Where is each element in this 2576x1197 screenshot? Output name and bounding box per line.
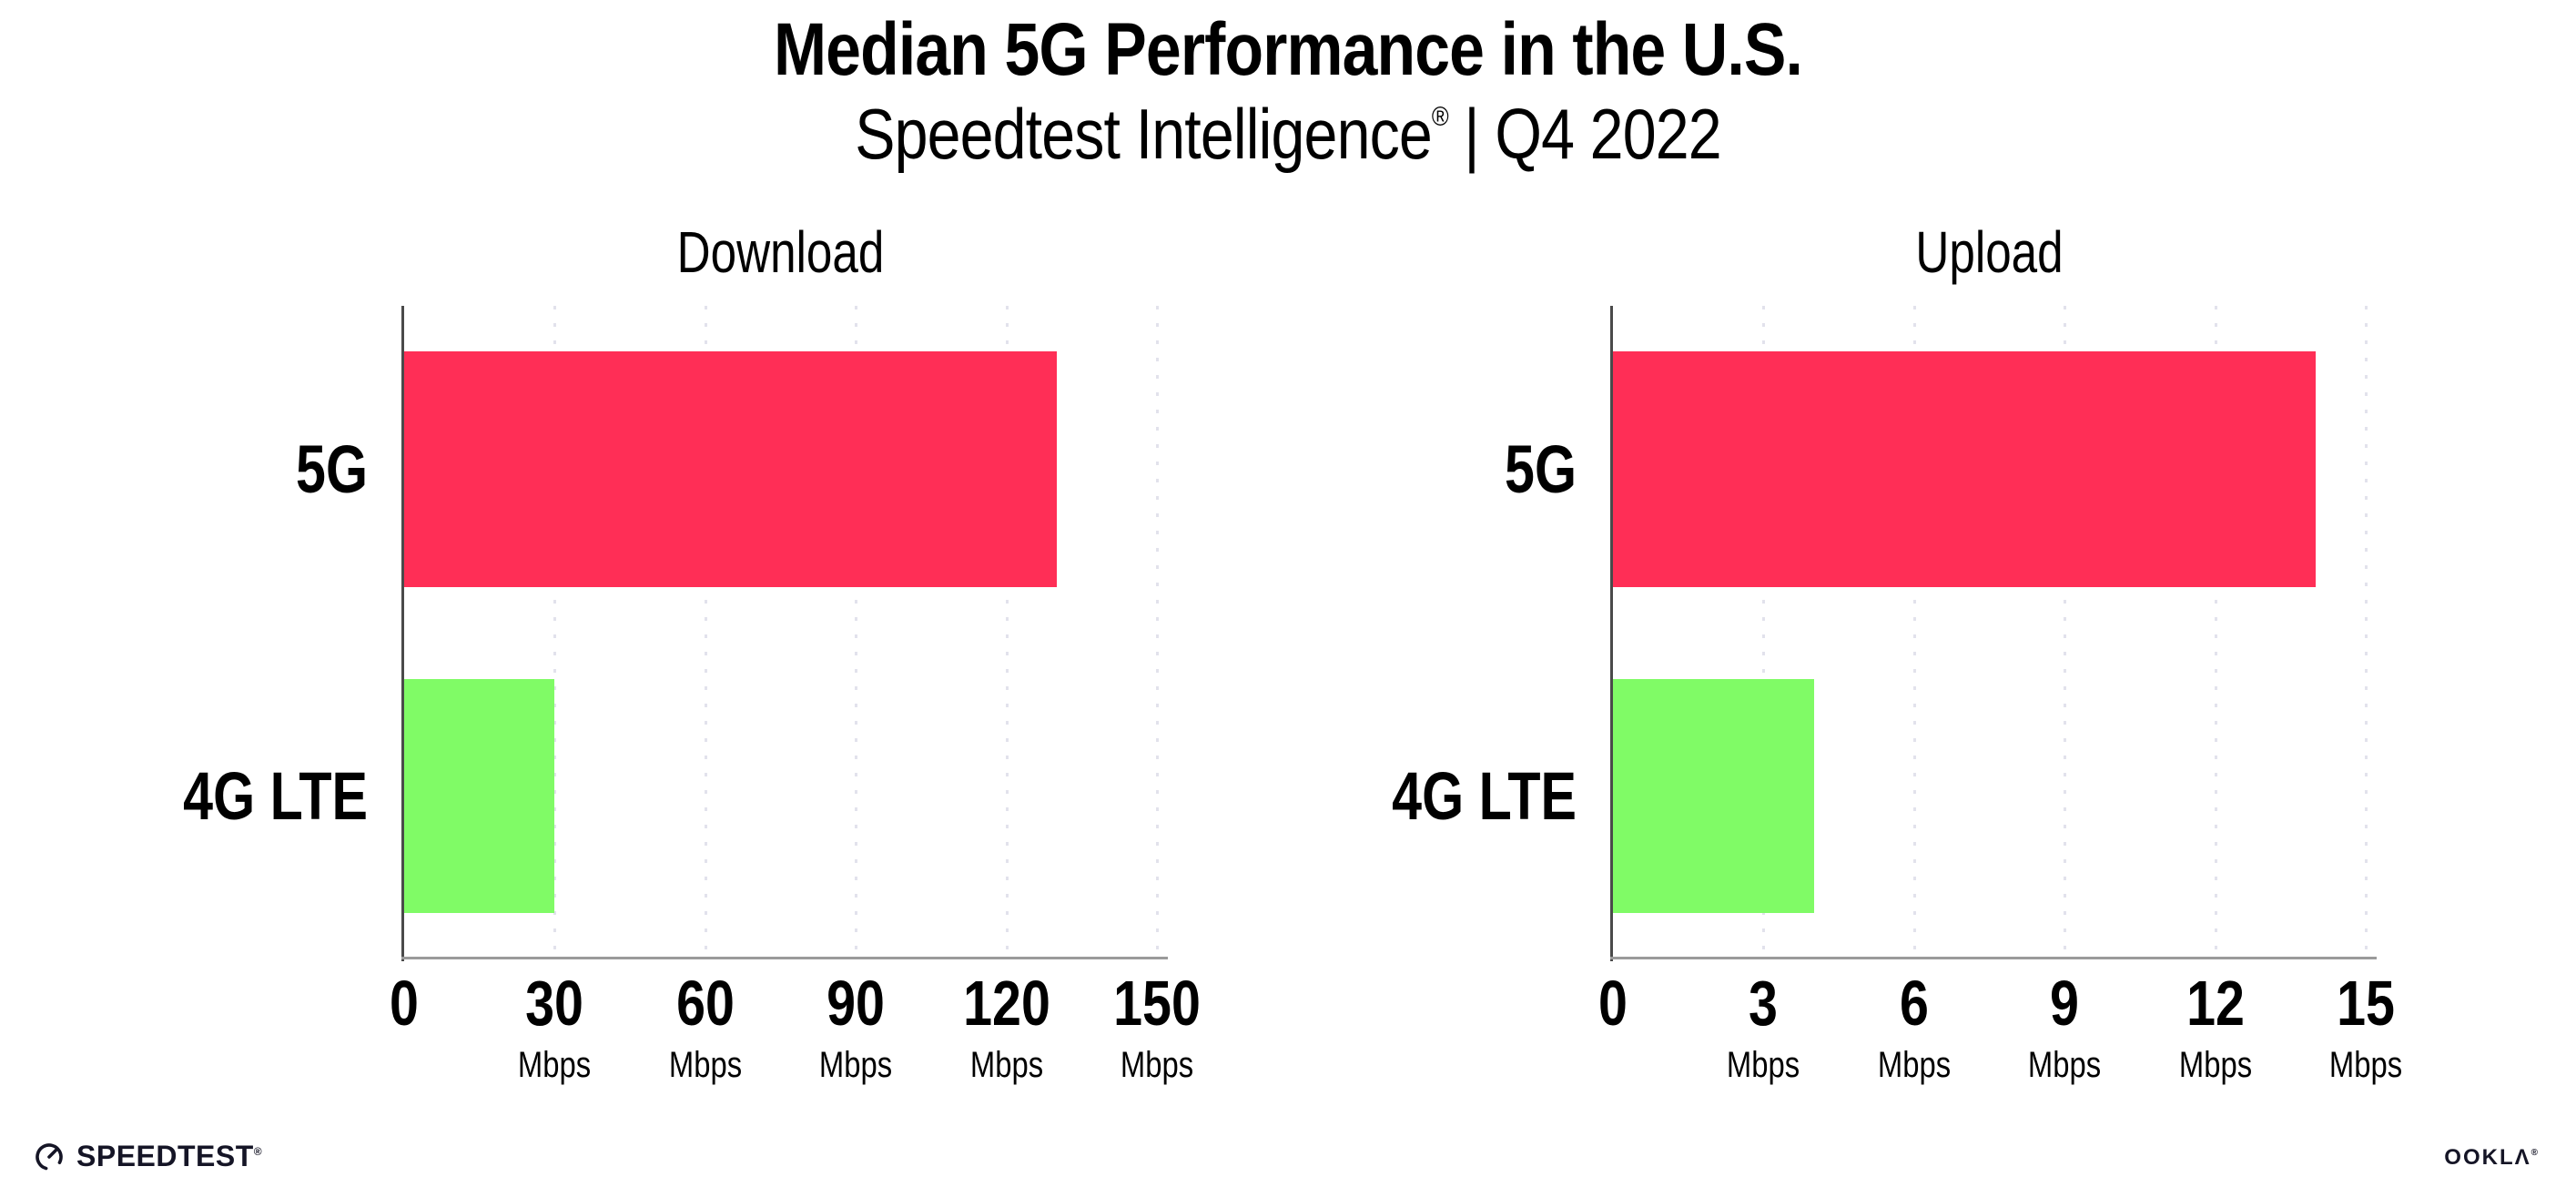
page-subtitle: Speedtest Intelligence® | Q4 2022 [193, 93, 2383, 176]
tick-number: 150 [1113, 968, 1201, 1039]
x-tick-label-download-60: 60 Mbps [615, 970, 795, 1085]
tick-unit: Mbps [819, 1045, 893, 1085]
tick-unit: Mbps [2028, 1045, 2102, 1085]
tick-number: 0 [390, 968, 419, 1039]
tick-number: 60 [675, 968, 735, 1039]
x-tick-label-upload-3: 3 Mbps [1674, 970, 1853, 1085]
ookla-logo: OOKLΛ® [2444, 1145, 2540, 1171]
bar-download-5g [404, 351, 1057, 587]
tick-unit: Mbps [668, 1045, 742, 1085]
tick-number: 6 [1899, 968, 1929, 1039]
x-tick-label-upload-6: 6 Mbps [1824, 970, 2003, 1085]
gridline-upload-9 [2064, 306, 2067, 959]
gridline-download-120 [1005, 306, 1009, 959]
x-tick-label-download-150: 150 Mbps [1068, 970, 1247, 1085]
ookla-reg-icon: ® [2530, 1148, 2540, 1158]
gridline-download-90 [855, 306, 858, 959]
x-axis-download [401, 957, 1168, 959]
gridline-upload-12 [2214, 306, 2217, 959]
category-label-download-4g-lte: 4G LTE [183, 758, 368, 834]
x-tick-label-download-90: 90 Mbps [766, 970, 946, 1085]
y-axis-download [401, 306, 404, 961]
y-axis-upload [1610, 306, 1613, 961]
category-label-upload-5g: 5G [1505, 431, 1577, 507]
tick-unit: Mbps [1120, 1045, 1194, 1085]
gridline-download-30 [553, 306, 557, 959]
tick-number: 120 [962, 968, 1050, 1039]
tick-unit: Mbps [518, 1045, 592, 1085]
x-tick-label-download-30: 30 Mbps [465, 970, 644, 1085]
bar-download-4g-lte [404, 679, 555, 913]
tick-unit: Mbps [1727, 1045, 1800, 1085]
tick-number: 9 [2050, 968, 2080, 1039]
speedtest-gauge-icon [35, 1142, 63, 1171]
x-tick-label-upload-0: 0 [1524, 970, 1703, 1036]
registered-trademark-icon: ® [1431, 102, 1449, 132]
download-chart-title: Download [676, 219, 885, 285]
tick-unit: Mbps [2178, 1045, 2252, 1085]
speedtest-logo: SPEEDTEST® [33, 1140, 262, 1173]
tick-number: 30 [525, 968, 584, 1039]
x-tick-label-upload-9: 9 Mbps [1975, 970, 2155, 1085]
category-label-upload-4g-lte: 4G LTE [1392, 758, 1577, 834]
subtitle-brand: Speedtest Intelligence [855, 94, 1433, 174]
ookla-wordmark: OOKLΛ [2444, 1145, 2531, 1170]
gridline-upload-3 [1762, 306, 1766, 959]
gridline-upload-15 [2365, 306, 2368, 959]
tick-unit: Mbps [969, 1045, 1043, 1085]
x-tick-label-download-0: 0 [315, 970, 494, 1036]
gridline-download-150 [1156, 306, 1159, 959]
page-title: Median 5G Performance in the U.S. [773, 8, 1803, 91]
bar-upload-4g-lte [1613, 679, 1814, 913]
bar-upload-5g [1613, 351, 2316, 587]
speedtest-reg-icon: ® [253, 1145, 263, 1158]
gridline-upload-6 [1912, 306, 1916, 959]
x-tick-label-upload-15: 15 Mbps [2277, 970, 2456, 1085]
gridline-download-60 [704, 306, 707, 959]
upload-chart-title: Upload [1915, 219, 2064, 285]
x-tick-label-upload-12: 12 Mbps [2125, 970, 2305, 1085]
speedtest-wordmark: SPEEDTEST® [76, 1140, 263, 1172]
tick-number: 0 [1598, 968, 1628, 1039]
x-axis-upload [1610, 957, 2377, 959]
tick-number: 90 [827, 968, 886, 1039]
category-label-download-5g: 5G [296, 431, 368, 507]
tick-number: 15 [2337, 968, 2395, 1039]
subtitle-period: | Q4 2022 [1447, 94, 1721, 174]
tick-number: 3 [1749, 968, 1779, 1039]
tick-number: 12 [2186, 968, 2245, 1039]
x-tick-label-download-120: 120 Mbps [917, 970, 1096, 1085]
tick-unit: Mbps [2328, 1045, 2403, 1085]
tick-unit: Mbps [1877, 1045, 1951, 1085]
